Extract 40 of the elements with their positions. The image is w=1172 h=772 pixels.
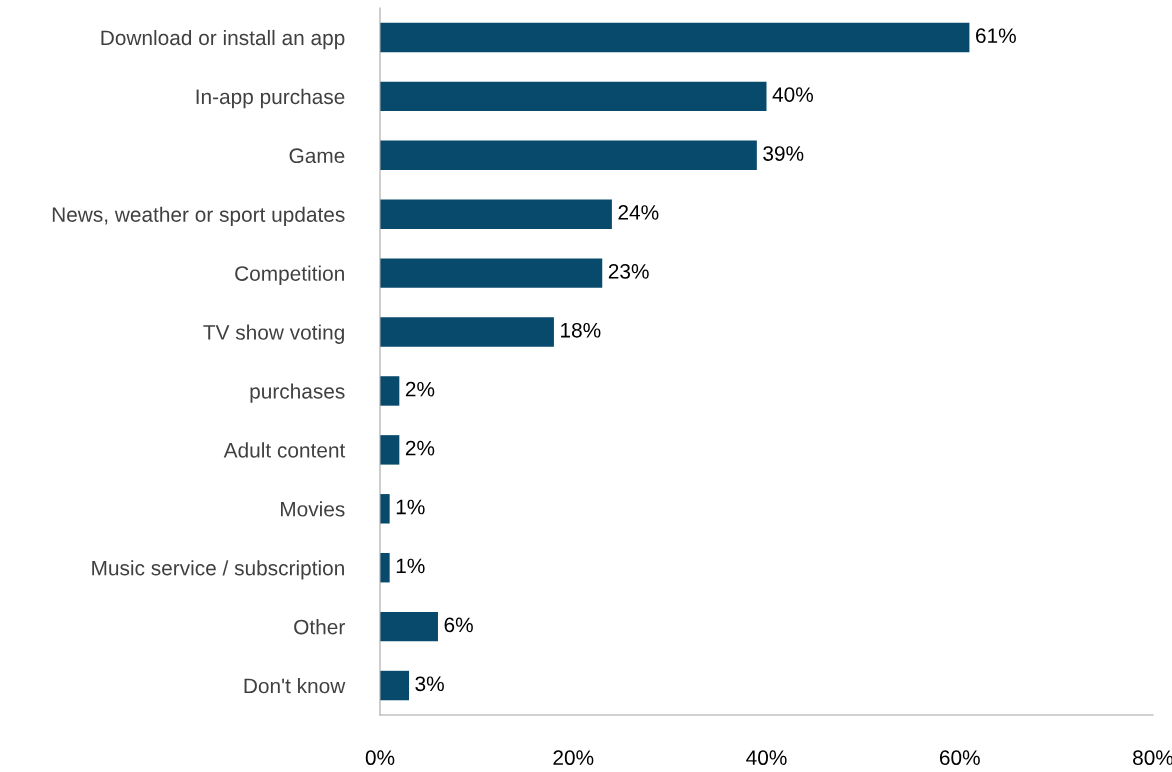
y-tick-label: Competition	[235, 265, 344, 285]
y-tick-label: Game	[289, 148, 345, 164]
data-label: 39%	[763, 146, 804, 161]
data-label: 61%	[976, 28, 1016, 44]
bar	[380, 376, 400, 406]
bar	[380, 435, 400, 465]
bar	[380, 552, 390, 583]
y-tick-label: In-app purchase	[196, 88, 345, 109]
data-label: 40%	[772, 87, 814, 102]
data-label: 3%	[415, 676, 444, 692]
y-tick-label: Music service / subscription	[92, 560, 344, 580]
y-tick-label: purchases	[250, 383, 345, 403]
bar	[380, 199, 612, 229]
data-label: 24%	[618, 205, 659, 220]
bar	[380, 140, 757, 171]
data-label: 23%	[608, 263, 649, 279]
y-tick-label: Download or install an app	[101, 29, 345, 50]
y-tick-label: Don't know	[244, 677, 346, 694]
x-tick-label: 0%	[365, 750, 395, 766]
x-tick-label: 40%	[746, 750, 787, 766]
data-label: 18%	[561, 322, 601, 338]
y-tick-label: TV show voting	[203, 324, 344, 344]
x-tick-label: 60%	[939, 750, 980, 766]
data-label: 1%	[396, 499, 425, 515]
bar	[380, 81, 767, 112]
data-label: 6%	[444, 617, 473, 633]
y-tick-label: Other	[294, 619, 345, 635]
y-tick-label: Movies	[281, 501, 345, 517]
data-label: 2%	[405, 381, 435, 397]
bar	[380, 494, 390, 524]
data-label: 1%	[396, 558, 425, 574]
bar	[380, 22, 970, 53]
x-tick-label: 20%	[553, 750, 594, 766]
bar	[380, 258, 603, 288]
y-tick-label: Adult content	[223, 442, 346, 458]
y-tick-label: News, weather or sport updates	[52, 206, 345, 227]
data-label: 2%	[405, 440, 435, 456]
bar	[380, 317, 554, 347]
bar	[380, 670, 409, 701]
bar	[380, 611, 438, 642]
